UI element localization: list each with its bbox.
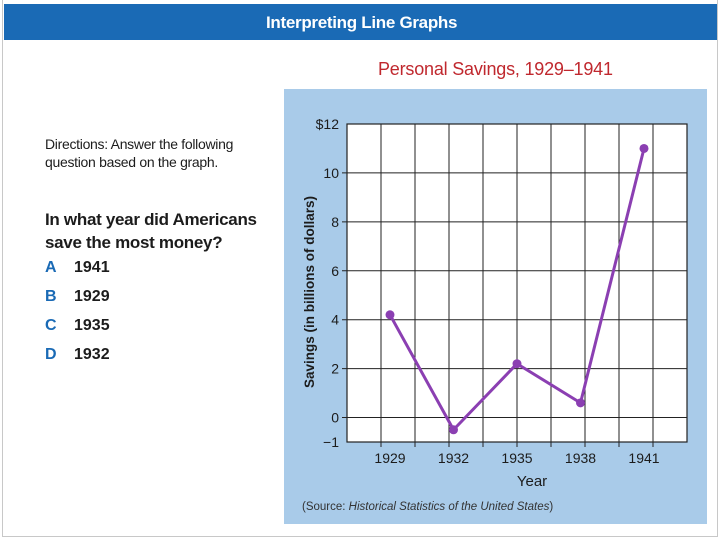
source-suffix: ) [549, 501, 553, 513]
choice-text: 1932 [74, 346, 110, 363]
y-tick-label: 4 [331, 312, 339, 328]
choice-text: 1929 [74, 288, 110, 305]
directions: Directions: Answer the following questio… [45, 135, 245, 171]
y-tick-label: $12 [316, 116, 340, 132]
data-point-1935 [512, 359, 522, 369]
x-tick-label: 1929 [374, 450, 405, 466]
y-tick-label: 8 [331, 214, 339, 230]
header-banner: Interpreting Line Graphs [4, 4, 717, 40]
source-prefix: (Source: [302, 501, 349, 513]
data-point-1932 [449, 425, 458, 435]
choice-letter: A [45, 259, 57, 276]
choice-text: 1935 [74, 317, 110, 334]
choice-text: 1941 [74, 259, 110, 276]
x-tick-label: 1932 [438, 450, 469, 466]
choice-letter: B [45, 288, 57, 305]
choice-b[interactable]: B 1929 [45, 288, 110, 317]
x-tick-label: 1935 [501, 450, 532, 466]
directions-label: Directions: [45, 136, 108, 152]
question-text: In what year did Americans save the most… [45, 210, 257, 252]
x-axis-label: Year [517, 473, 547, 490]
y-tick-label: −1 [323, 434, 339, 450]
y-tick-label: 10 [323, 165, 339, 181]
choice-a[interactable]: A 1941 [45, 259, 110, 288]
choice-letter: D [45, 346, 57, 363]
chart-title: Personal Savings, 1929–1941 [378, 59, 613, 79]
y-tick-label: 6 [331, 263, 339, 279]
x-tick-label: 1941 [628, 450, 659, 466]
data-point-1938 [576, 398, 585, 408]
answer-choices: A 1941 B 1929 C 1935 D 1932 [45, 259, 110, 375]
y-tick-label: 0 [331, 410, 339, 426]
directions-text: Answer the following question based on t… [45, 136, 234, 170]
data-point-1929 [385, 310, 395, 320]
choice-c[interactable]: C 1935 [45, 317, 110, 346]
header-title: Interpreting Line Graphs [266, 13, 458, 32]
data-point-1941 [639, 143, 649, 153]
y-axis-label: Savings (in billions of dollars) [302, 196, 317, 388]
choice-letter: C [45, 317, 57, 334]
y-tick-label: 2 [331, 361, 339, 377]
choice-d[interactable]: D 1932 [45, 346, 110, 375]
source-note: (Source: Historical Statistics of the Un… [302, 501, 553, 513]
x-tick-label: 1938 [565, 450, 596, 466]
source-title: Historical Statistics of the United Stat… [349, 501, 550, 513]
